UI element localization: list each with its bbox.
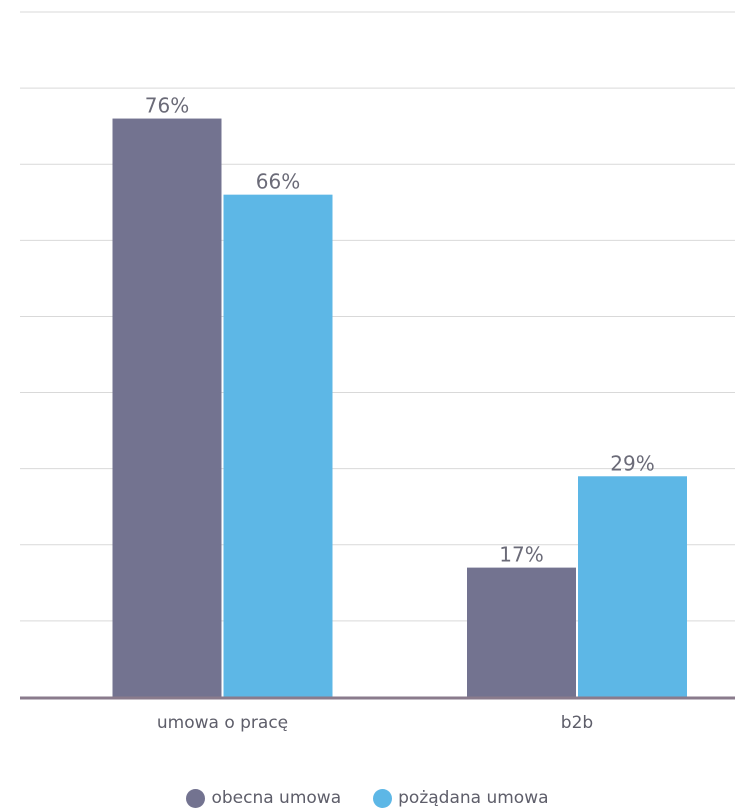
- bar-obecna-umowa-o-prace: [112, 118, 222, 698]
- legend-swatch-obecna: [186, 788, 206, 808]
- data-label: 76%: [145, 94, 189, 118]
- x-tick-label: b2b: [561, 713, 593, 733]
- x-tick-label: umowa o pracę: [157, 713, 288, 733]
- bar-pozadana-umowa-o-prace: [223, 194, 333, 697]
- legend-item-obecna: obecna umowa: [186, 788, 341, 808]
- data-label: 66%: [256, 170, 300, 194]
- data-label: 29%: [610, 451, 654, 475]
- bar-obecna-b2b: [467, 567, 576, 697]
- bars: [112, 118, 687, 698]
- data-label: 17%: [499, 543, 543, 567]
- bar-chart: 76% 66% 17% 29% umowa o pracę b2b: [20, 11, 735, 733]
- value-labels: 76% 66% 17% 29%: [145, 94, 655, 567]
- legend-swatch-pozadana: [373, 788, 393, 808]
- bar-pozadana-b2b: [578, 476, 687, 697]
- legend: obecna umowa pożądana umowa: [0, 788, 735, 808]
- legend-label-obecna: obecna umowa: [211, 788, 342, 808]
- legend-item-pozadana: pożądana umowa: [373, 788, 549, 808]
- legend-label-pozadana: pożądana umowa: [398, 788, 549, 808]
- x-tick-labels: umowa o pracę b2b: [157, 713, 593, 733]
